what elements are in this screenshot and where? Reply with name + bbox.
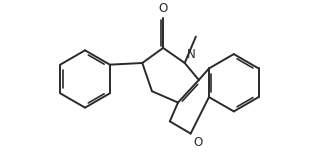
Text: N: N [187,48,196,61]
Text: O: O [193,135,202,148]
Text: O: O [159,2,168,15]
